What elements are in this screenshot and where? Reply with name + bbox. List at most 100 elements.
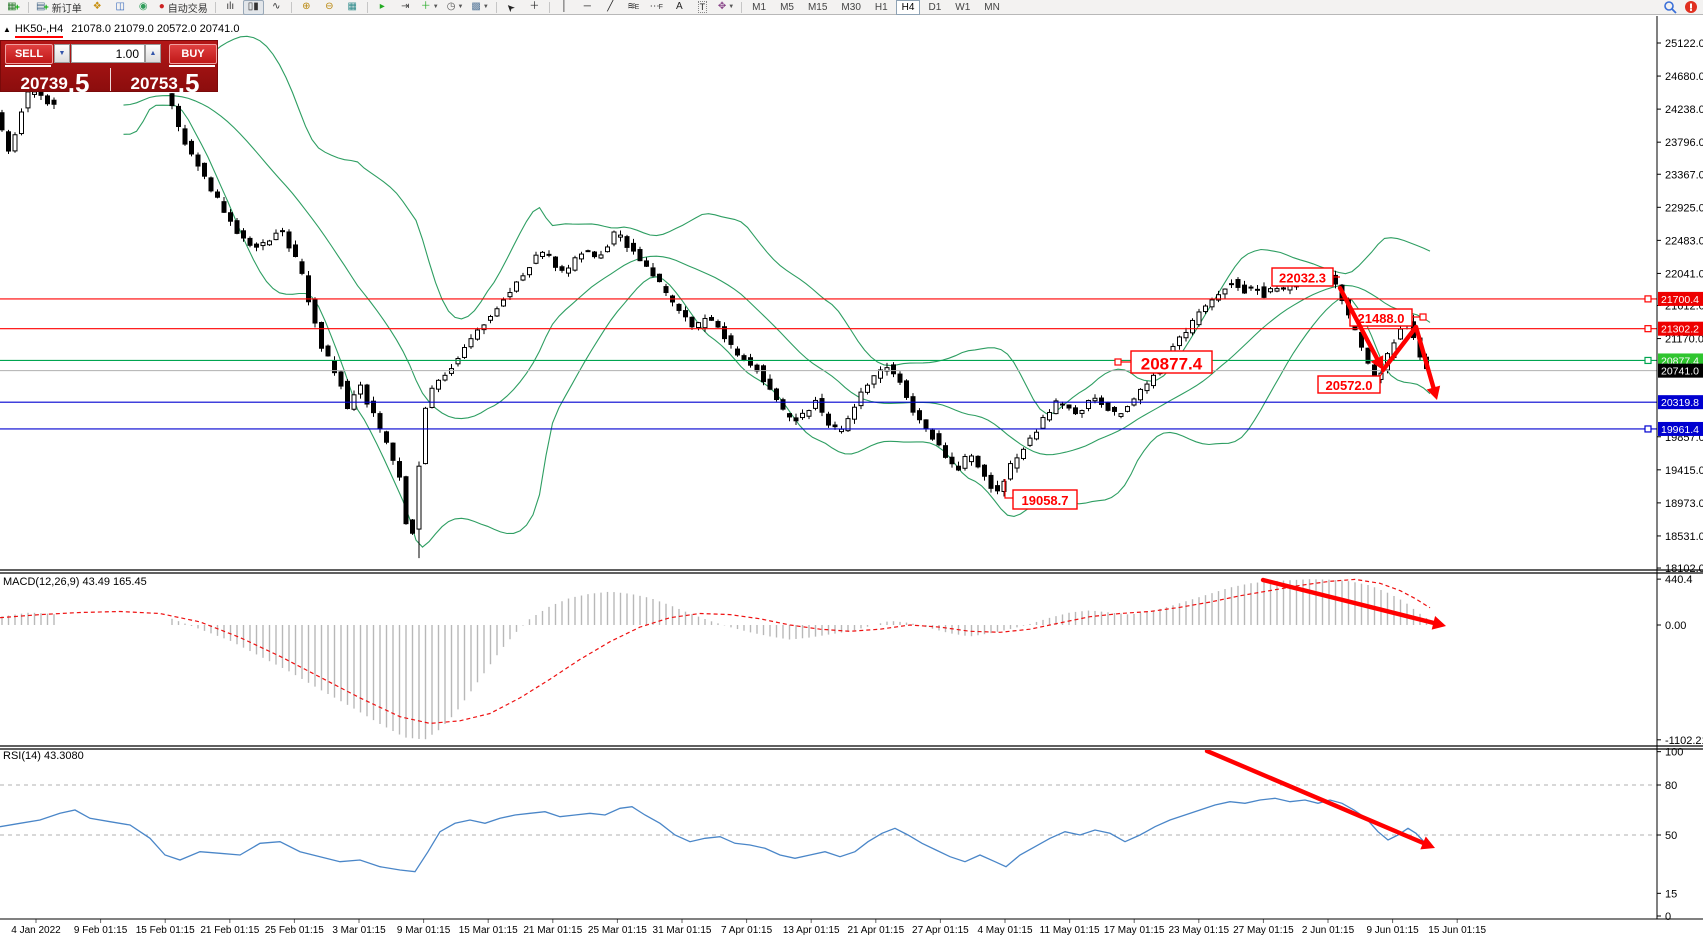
price-annotation[interactable] bbox=[1317, 375, 1381, 394]
macd-pane bbox=[0, 577, 1446, 740]
profiles-icon-icon: ❖ bbox=[92, 1, 102, 12]
svg-text:17 May 01:15: 17 May 01:15 bbox=[1104, 925, 1165, 936]
toolbar-separator bbox=[214, 1, 216, 13]
timeframe-mn-button[interactable]: MN bbox=[984, 1, 1000, 13]
svg-text:9 Jun 01:15: 9 Jun 01:15 bbox=[1366, 925, 1419, 936]
bar-chart-button[interactable]: ılı bbox=[220, 0, 241, 15]
buy-button[interactable]: BUY bbox=[169, 44, 217, 64]
trendline-button[interactable]: ╱ bbox=[600, 0, 621, 15]
svg-text:3 Mar 01:15: 3 Mar 01:15 bbox=[332, 925, 386, 936]
line-chart-button[interactable]: ∿ bbox=[266, 0, 287, 15]
horizontal-line-button[interactable]: ─ bbox=[577, 0, 598, 15]
zoom-out-button[interactable]: ⊖ bbox=[319, 0, 340, 15]
price-annotation[interactable] bbox=[1012, 489, 1078, 510]
vertical-line-button[interactable]: │ bbox=[554, 0, 575, 15]
toolbar-separator bbox=[741, 1, 743, 13]
toolbar-separator bbox=[290, 1, 292, 13]
fibonacci-icon: ⋯ bbox=[649, 1, 660, 12]
svg-text:21700.4: 21700.4 bbox=[1661, 294, 1699, 306]
autotrade-button-label: 自动交易 bbox=[167, 3, 208, 15]
fibonacci-button[interactable]: ⋯ F bbox=[646, 0, 667, 15]
new-order-icon: ▤ bbox=[36, 1, 46, 12]
timeframe-m1-button[interactable]: M1 bbox=[752, 1, 767, 13]
vertical-line-icon: │ bbox=[561, 1, 568, 12]
profiles-icon[interactable]: ❖ bbox=[87, 0, 108, 15]
new-chart-button[interactable]: ▦ + bbox=[3, 0, 24, 15]
svg-text:22041.0: 22041.0 bbox=[1665, 268, 1703, 280]
autotrade-button[interactable]: ● 自动交易 bbox=[156, 0, 211, 15]
text-label-button[interactable]: T bbox=[692, 0, 713, 15]
svg-text:24238.0: 24238.0 bbox=[1665, 104, 1703, 116]
svg-text:23 May 01:15: 23 May 01:15 bbox=[1168, 925, 1229, 936]
svg-text:20572.0: 20572.0 bbox=[1326, 378, 1373, 393]
chevron-down-icon: ▼ bbox=[482, 4, 489, 10]
ohlc-values: 21078.0 21079.0 20572.0 20741.0 bbox=[71, 23, 240, 35]
volume-input[interactable]: 1.00 bbox=[71, 44, 145, 63]
svg-text:11 May 01:15: 11 May 01:15 bbox=[1040, 925, 1100, 936]
price-pane-overlay: 22032.3 21488.0 20572.0 20877.4 19058.7 bbox=[0, 267, 1657, 510]
svg-text:22925.0: 22925.0 bbox=[1665, 202, 1703, 214]
auto-scroll-button[interactable]: ▸ bbox=[372, 0, 393, 15]
indicators-button[interactable]: ＋ ▼ bbox=[418, 0, 442, 15]
crosshair-icon: ＋ bbox=[529, 1, 540, 12]
chevron-down-icon: ▼ bbox=[432, 4, 439, 10]
text-button[interactable]: A bbox=[669, 0, 690, 15]
symbol-period-label: HK50-,H4 bbox=[14, 23, 64, 38]
tile-windows-icon: ▦ bbox=[347, 1, 357, 12]
timeframe-h1-button[interactable]: H1 bbox=[874, 1, 888, 13]
price-annotation[interactable] bbox=[1349, 308, 1413, 327]
candlestick-chart-button[interactable]: ▯▮ bbox=[242, 0, 264, 15]
toolbar: ▦ + ▤ + 新订单 ❖ ◫ ◉ ● 自动交易 ılı ▯▮ ∿ ⊕ ⊖ ▦ ▸ ⇥ ＋ ▼ ◷ ▼ ▩ ▼ ➤ ＋ │ ─ ╱ ≋ E ⋯… bbox=[0, 0, 1703, 15]
tile-windows-button[interactable]: ▦ bbox=[342, 0, 363, 15]
sell-price-pips: .5 bbox=[67, 68, 90, 98]
timeframe-w1-button[interactable]: W1 bbox=[955, 1, 971, 13]
svg-text:9 Feb 01:15: 9 Feb 01:15 bbox=[74, 925, 128, 936]
arrows-button[interactable]: ✥ ▼ bbox=[715, 0, 737, 15]
buy-underline bbox=[169, 65, 215, 67]
sell-button[interactable]: SELL bbox=[5, 44, 53, 64]
signals-icon[interactable]: ◉ bbox=[133, 0, 154, 15]
svg-text:20741.0: 20741.0 bbox=[1661, 366, 1699, 378]
sell-price[interactable]: 20739.5 bbox=[3, 68, 107, 99]
timeframe-m15-button[interactable]: M15 bbox=[807, 1, 828, 13]
cursor-button[interactable]: ➤ bbox=[501, 0, 522, 15]
community-icon[interactable] bbox=[1683, 0, 1699, 14]
price-annotation[interactable] bbox=[1130, 350, 1213, 374]
timeframe-d1-button[interactable]: D1 bbox=[928, 1, 942, 13]
plus-badge-icon: + bbox=[43, 2, 49, 12]
collapse-panel-icon[interactable]: ▲ bbox=[3, 25, 11, 34]
buy-price[interactable]: 20753.5 bbox=[113, 68, 217, 99]
timeframe-h4-button[interactable]: H4 bbox=[895, 0, 921, 15]
templates-button[interactable]: ▩ ▼ bbox=[468, 0, 491, 15]
toolbar-separator bbox=[28, 1, 29, 13]
volume-increase-button[interactable]: ▲ bbox=[145, 44, 161, 63]
crosshair-button[interactable]: ＋ bbox=[524, 0, 545, 15]
market-watch-icon-icon: ◫ bbox=[115, 1, 125, 12]
candlestick-chart-icon: ▯▮ bbox=[247, 1, 259, 12]
zoom-in-button[interactable]: ⊕ bbox=[296, 0, 317, 15]
new-order-button[interactable]: ▤ + 新订单 bbox=[33, 0, 85, 15]
svg-text:25122.0: 25122.0 bbox=[1665, 38, 1703, 50]
svg-text:440.4: 440.4 bbox=[1665, 574, 1693, 586]
new-order-button-label: 新订单 bbox=[51, 3, 82, 15]
svg-text:4 Jan 2022: 4 Jan 2022 bbox=[11, 925, 61, 936]
chevron-down-icon: ▼ bbox=[457, 4, 464, 10]
svg-text:27 May 01:15: 27 May 01:15 bbox=[1233, 925, 1294, 936]
chevron-down-icon: ▼ bbox=[58, 50, 66, 57]
text-icon: A bbox=[675, 1, 683, 12]
chart-shift-button[interactable]: ⇥ bbox=[395, 0, 416, 15]
market-watch-icon[interactable]: ◫ bbox=[110, 0, 131, 15]
timeframe-m5-button[interactable]: M5 bbox=[780, 1, 794, 13]
equidistant-channel-button[interactable]: ≋ E bbox=[623, 0, 644, 15]
svg-text:22032.3: 22032.3 bbox=[1279, 271, 1326, 286]
price-divider bbox=[110, 68, 111, 91]
price-annotation[interactable] bbox=[1271, 267, 1334, 287]
svg-text:25 Mar 01:15: 25 Mar 01:15 bbox=[588, 925, 647, 936]
volume-decrease-button[interactable]: ▼ bbox=[54, 44, 70, 63]
periods-button[interactable]: ◷ ▼ bbox=[444, 0, 467, 15]
svg-text:23367.0: 23367.0 bbox=[1665, 169, 1703, 181]
timeframe-m30-button[interactable]: M30 bbox=[841, 1, 861, 13]
search-icon[interactable] bbox=[1663, 0, 1677, 14]
bar-chart-icon: ılı bbox=[226, 1, 235, 12]
